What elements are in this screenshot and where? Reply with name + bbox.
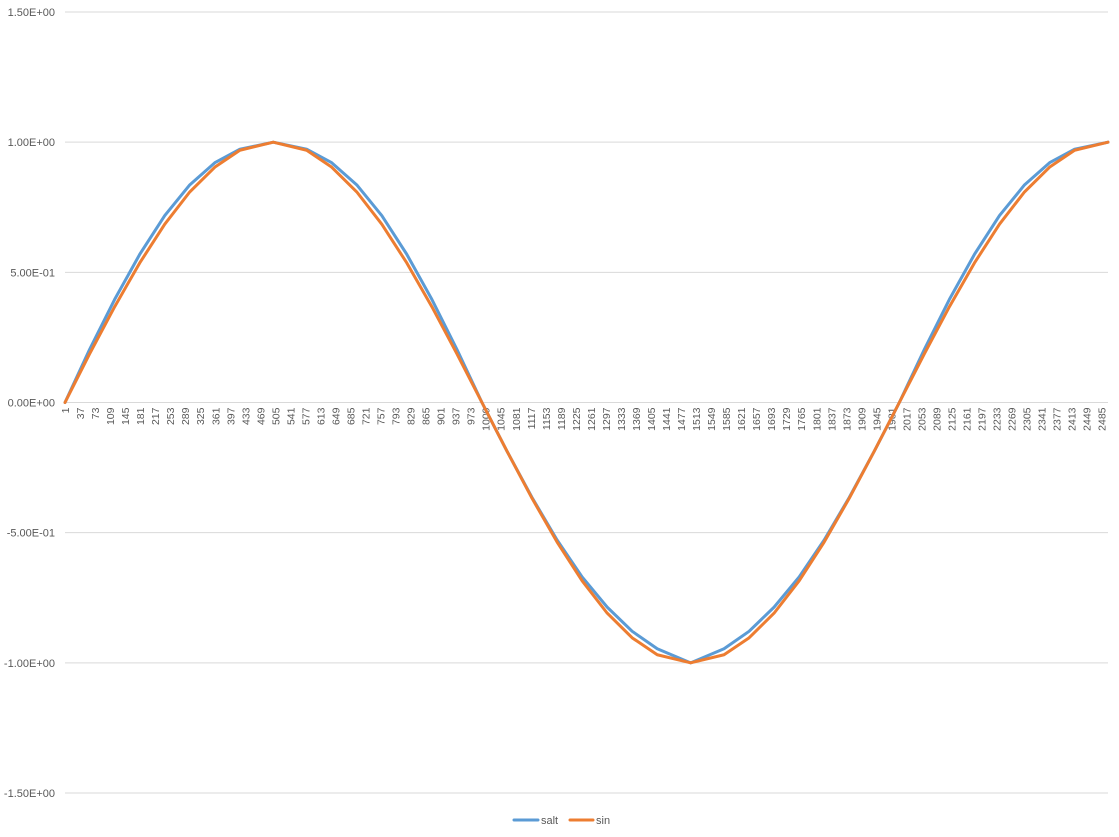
x-tick-label: 1369 bbox=[631, 407, 643, 431]
x-tick-label: 73 bbox=[90, 407, 102, 419]
series-lines bbox=[63, 140, 1110, 665]
x-tick-label: 1261 bbox=[586, 407, 598, 431]
gridlines bbox=[65, 11, 1108, 794]
x-tick-label: 1693 bbox=[766, 407, 778, 431]
x-tick-label: 469 bbox=[255, 407, 267, 425]
x-tick-label: 1801 bbox=[811, 407, 823, 431]
x-tick-label: 1945 bbox=[871, 407, 883, 431]
x-tick-label: 1117 bbox=[526, 407, 538, 429]
x-tick-label: 1621 bbox=[736, 407, 748, 431]
x-tick-label: 2197 bbox=[977, 407, 989, 431]
x-tick-label: 2233 bbox=[992, 407, 1004, 431]
legend-label-sin: sin bbox=[596, 815, 610, 827]
x-tick-label: 1045 bbox=[496, 407, 508, 431]
x-tick-label: 2161 bbox=[962, 407, 974, 431]
x-tick-label: 2341 bbox=[1037, 407, 1049, 431]
x-tick-label: 217 bbox=[150, 407, 162, 425]
x-tick-label: 1441 bbox=[661, 407, 673, 431]
x-tick-label: 1765 bbox=[796, 407, 808, 431]
x-tick-label: 2269 bbox=[1007, 407, 1019, 431]
legend: salt sin bbox=[512, 815, 610, 827]
x-tick-label: 1297 bbox=[601, 407, 613, 431]
x-tick-label: 973 bbox=[466, 407, 478, 425]
x-tick-label: 325 bbox=[195, 407, 207, 425]
x-tick-label: 1909 bbox=[856, 407, 868, 431]
x-tick-label: 1 bbox=[60, 407, 72, 413]
y-tick-label: 1.00E+00 bbox=[8, 137, 55, 149]
x-tick-label: 397 bbox=[225, 407, 237, 425]
x-tick-label: 2017 bbox=[901, 407, 913, 431]
x-tick-label: 109 bbox=[105, 407, 117, 425]
x-tick-label: 865 bbox=[421, 407, 433, 425]
x-tick-label: 1081 bbox=[511, 407, 523, 431]
x-tick-label: 829 bbox=[406, 407, 418, 425]
legend-label-salt: salt bbox=[541, 815, 558, 827]
x-tick-label: 1837 bbox=[826, 407, 838, 431]
x-tick-label: 2377 bbox=[1052, 407, 1064, 431]
x-tick-label: 433 bbox=[240, 407, 252, 425]
x-tick-label: 721 bbox=[361, 407, 373, 425]
x-tick-label: 181 bbox=[135, 407, 147, 425]
x-tick-label: 2089 bbox=[931, 407, 943, 431]
x-tick-label: 2305 bbox=[1022, 407, 1034, 431]
x-tick-label: 1549 bbox=[706, 407, 718, 431]
x-tick-label: 1153 bbox=[541, 407, 553, 430]
series-line-sin bbox=[63, 140, 1110, 665]
y-tick-label: 5.00E-01 bbox=[10, 267, 55, 279]
x-tick-label: 1333 bbox=[616, 407, 628, 431]
x-tick-label: 1513 bbox=[691, 407, 703, 431]
x-tick-label: 901 bbox=[436, 407, 448, 425]
x-tick-label: 361 bbox=[210, 407, 222, 425]
x-tick-label: 1585 bbox=[721, 407, 733, 431]
x-tick-label: 2485 bbox=[1097, 407, 1109, 431]
x-tick-label: 1477 bbox=[676, 407, 688, 431]
y-tick-label: 0.00E+00 bbox=[8, 398, 55, 410]
y-axis-tick-labels: 1.50E+00 1.00E+00 5.00E-01 0.00E+00 -5.00E-0… bbox=[4, 7, 55, 800]
x-tick-label: 1189 bbox=[556, 407, 568, 430]
x-tick-label: 1873 bbox=[841, 407, 853, 431]
x-tick-label: 613 bbox=[315, 407, 327, 425]
x-tick-label: 2413 bbox=[1067, 407, 1079, 431]
y-tick-label: -1.00E+00 bbox=[4, 658, 55, 670]
x-tick-label: 253 bbox=[165, 407, 177, 425]
y-tick-label: -1.50E+00 bbox=[4, 788, 55, 800]
x-tick-label: 2125 bbox=[946, 407, 958, 431]
y-tick-label: 1.50E+00 bbox=[8, 7, 55, 19]
x-tick-label: 505 bbox=[270, 407, 282, 425]
x-tick-label: 1405 bbox=[646, 407, 658, 431]
x-tick-label: 145 bbox=[120, 407, 132, 425]
x-axis-tick-labels: 1 37 73 109 145 181 217 253 289 325 361 397 433 469 50… bbox=[60, 407, 1109, 431]
y-tick-label: -5.00E-01 bbox=[7, 528, 55, 540]
x-tick-label: 757 bbox=[376, 407, 388, 425]
x-tick-label: 793 bbox=[391, 407, 403, 425]
x-tick-label: 1729 bbox=[781, 407, 793, 431]
x-tick-label: 1225 bbox=[571, 407, 583, 431]
x-tick-label: 685 bbox=[345, 407, 357, 425]
x-tick-label: 37 bbox=[75, 407, 87, 419]
x-tick-label: 649 bbox=[330, 407, 342, 425]
x-tick-label: 2449 bbox=[1082, 407, 1094, 431]
x-tick-label: 577 bbox=[300, 407, 312, 425]
x-tick-label: 1657 bbox=[751, 407, 763, 431]
x-tick-label: 1009 bbox=[481, 407, 493, 431]
x-tick-label: 937 bbox=[451, 407, 463, 425]
x-tick-label: 2053 bbox=[916, 407, 928, 431]
x-tick-label: 541 bbox=[285, 407, 297, 425]
x-tick-label: 289 bbox=[180, 407, 192, 425]
